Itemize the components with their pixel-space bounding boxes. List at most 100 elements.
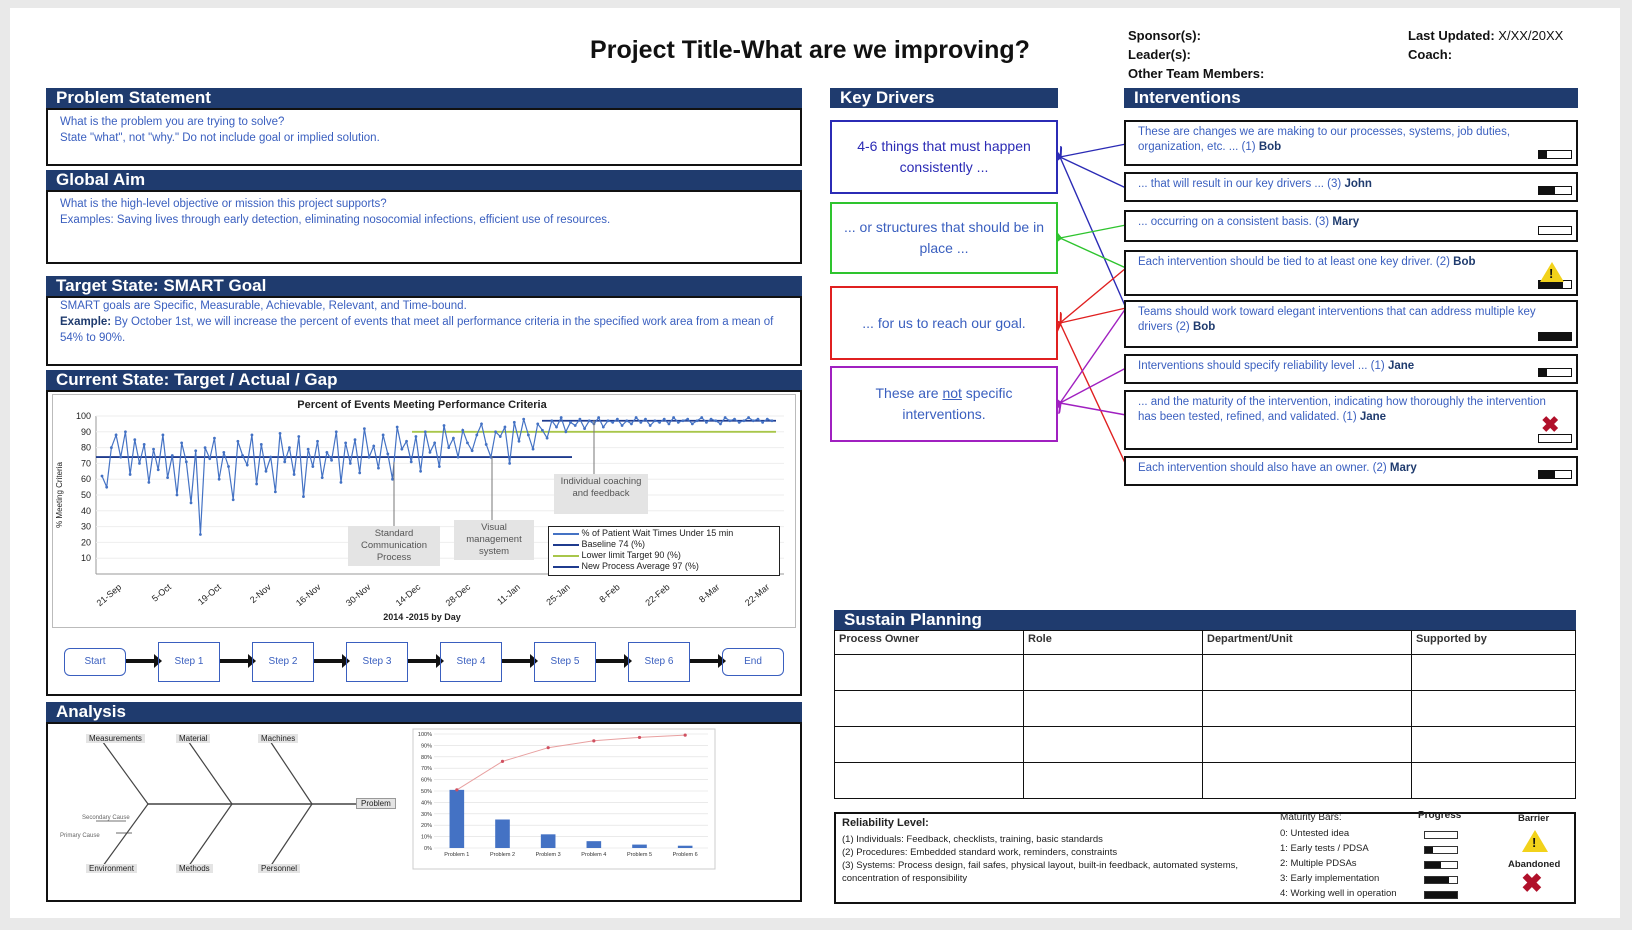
data-point [339, 480, 343, 484]
x-tick-label: 30-Nov [344, 582, 373, 609]
cell[interactable] [1202, 726, 1412, 763]
data-point [770, 419, 774, 423]
data-point [259, 443, 263, 446]
sustain-row[interactable] [834, 690, 1576, 727]
intervention-owner: Mary [1332, 216, 1360, 228]
data-point [564, 430, 568, 434]
last-updated-value: X/XX/20XX [1498, 28, 1564, 43]
legend-line-icon [553, 543, 579, 546]
data-point [222, 450, 226, 454]
maturity-bar-fill [1539, 471, 1555, 478]
cell[interactable] [1023, 654, 1203, 691]
maturity-title: Maturity Bars: [1280, 812, 1342, 823]
fishbone-material: Material [176, 734, 211, 743]
barrier-warning-mark: ! [1549, 266, 1554, 281]
data-point [348, 462, 352, 465]
cell[interactable] [1023, 726, 1203, 763]
flow-step-1: Step 1 [158, 642, 220, 682]
x-tick-label: 2-Nov [248, 582, 273, 605]
pareto-chart: 0% 10% 20% 30% 40% 50% 60% 70% 80% 90% 100% Problem… [412, 728, 716, 870]
intervention-text: Teams should work toward elegant interve… [1138, 306, 1536, 333]
data-point [330, 458, 333, 462]
data-point [747, 416, 750, 419]
data-point [264, 469, 268, 473]
data-point [667, 422, 671, 426]
data-point [419, 469, 423, 473]
category-label: Problem 1 [444, 852, 469, 858]
cell[interactable] [834, 726, 1024, 763]
target-state-box: SMART goals are Specific, Measurable, Ac… [46, 296, 802, 366]
data-point [658, 420, 661, 424]
x-tick-label: 22-Mar [743, 582, 771, 608]
data-point [555, 425, 558, 429]
data-point [751, 419, 755, 423]
problem-statement-heading: Problem Statement [46, 88, 802, 108]
data-point [719, 422, 722, 426]
data-point [250, 433, 254, 437]
data-point [695, 419, 699, 423]
intervention-text: ... that will result in our key drivers … [1138, 178, 1342, 190]
data-point [175, 493, 179, 497]
col-department: Department/Unit [1202, 630, 1412, 655]
flow-arrow-icon [502, 654, 538, 668]
intervention-owner: Bob [1192, 321, 1216, 333]
data-point [156, 468, 160, 472]
data-point [611, 420, 615, 424]
intervention-6: Interventions should specify reliability… [1124, 354, 1578, 384]
flow-arrow-icon [314, 654, 350, 668]
cell[interactable] [1411, 690, 1576, 727]
data-point [433, 441, 437, 445]
annotation-standard-communication: Standard Communication Process [348, 526, 440, 566]
data-point [278, 431, 282, 435]
data-point [634, 416, 638, 419]
data-point [508, 462, 512, 465]
data-point [208, 457, 212, 461]
cell[interactable] [1202, 654, 1412, 691]
data-point [142, 443, 146, 446]
maturity-legend-fill [1425, 877, 1449, 883]
cell[interactable] [834, 654, 1024, 691]
y-tick-label: 20 [81, 537, 91, 547]
cell[interactable] [1023, 762, 1203, 799]
data-point [147, 480, 151, 484]
cell[interactable] [1411, 726, 1576, 763]
data-point [545, 436, 549, 440]
cell[interactable] [834, 690, 1024, 727]
chart-title: Percent of Events Meeting Performance Cr… [297, 399, 547, 411]
sustain-row[interactable] [834, 762, 1576, 799]
driver-intervention-connectors [1056, 143, 1127, 466]
fishbone-secondary-cause: Secondary Cause [82, 815, 130, 821]
data-point [194, 449, 198, 453]
data-point [292, 473, 296, 476]
cumulative-point [455, 788, 459, 792]
sustain-row[interactable] [834, 726, 1576, 763]
data-point [550, 419, 554, 423]
maturity-bar-fill [1539, 187, 1555, 194]
cell[interactable] [834, 762, 1024, 799]
data-point [100, 474, 104, 478]
data-point [367, 455, 371, 459]
maturity-bar [1538, 226, 1572, 235]
data-point [761, 420, 765, 424]
data-point [386, 452, 390, 456]
data-point [409, 460, 413, 464]
data-point [400, 447, 404, 451]
x-tick-label: 28-Dec [444, 582, 473, 609]
intervention-1: These are changes we are making to our p… [1124, 120, 1578, 166]
data-point [180, 441, 184, 445]
sustain-row[interactable] [834, 654, 1576, 691]
cell[interactable] [1023, 690, 1203, 727]
x-axis-label: 2014 -2015 by Day [383, 612, 461, 622]
data-point [302, 495, 305, 498]
cell[interactable] [1411, 654, 1576, 691]
data-point [728, 419, 732, 423]
data-point [615, 417, 619, 421]
data-point [119, 455, 123, 459]
cell[interactable] [1202, 690, 1412, 727]
col-process-owner: Process Owner [834, 630, 1024, 655]
cell[interactable] [1411, 762, 1576, 799]
flow-arrow-icon [690, 654, 726, 668]
sustain-header-row: Process Owner Role Department/Unit Suppo… [834, 630, 1576, 655]
data-point [606, 419, 610, 423]
cell[interactable] [1202, 762, 1412, 799]
